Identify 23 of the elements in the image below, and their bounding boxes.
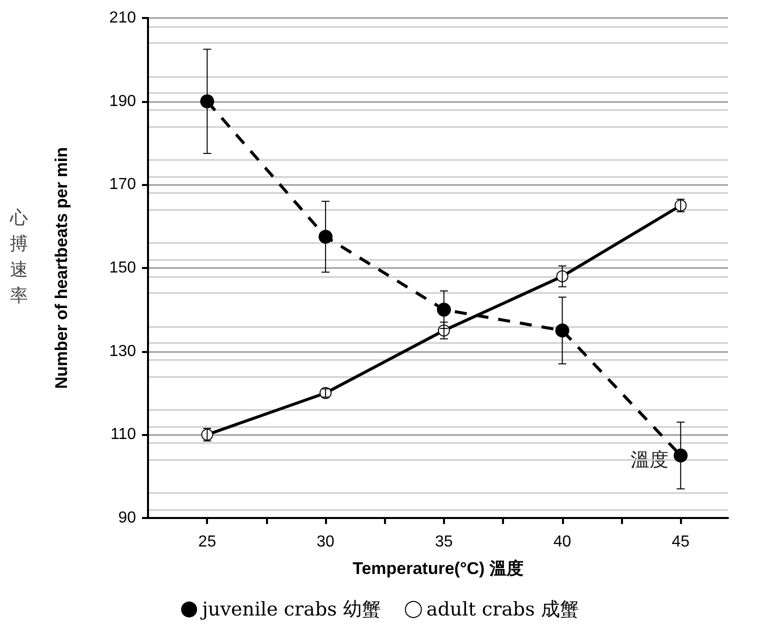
y-tick-label: 170 bbox=[109, 176, 136, 194]
point bbox=[318, 230, 333, 244]
legend-label: juvenile crabs 幼蟹 bbox=[200, 598, 381, 620]
y-tick-label: 190 bbox=[109, 92, 136, 110]
annotation: 溫度 bbox=[630, 449, 669, 471]
text: 心搏速率 bbox=[9, 208, 28, 306]
point bbox=[200, 94, 214, 108]
x-axis-title: Temperature(°C) 溫度 bbox=[352, 559, 524, 578]
legend-label: adult crabs 成蟹 bbox=[426, 598, 579, 620]
y-tick-label: 150 bbox=[109, 260, 136, 276]
x-tick-label: 45 bbox=[672, 534, 690, 550]
y-tick-label: 210 bbox=[109, 10, 136, 26]
y-axis-title: Number of heartbeats per min bbox=[52, 147, 71, 389]
y-tick-label: 90 bbox=[118, 510, 136, 526]
x-tick-label: 35 bbox=[435, 534, 453, 550]
x-tick-label: 30 bbox=[316, 534, 335, 550]
x-tick-label: 25 bbox=[198, 534, 216, 550]
point bbox=[674, 448, 688, 462]
y-tick-label: 110 bbox=[110, 426, 136, 444]
y-tick-label: 130 bbox=[109, 342, 136, 360]
point bbox=[555, 324, 570, 338]
x-tick-label: 40 bbox=[553, 534, 572, 550]
point bbox=[436, 302, 451, 317]
